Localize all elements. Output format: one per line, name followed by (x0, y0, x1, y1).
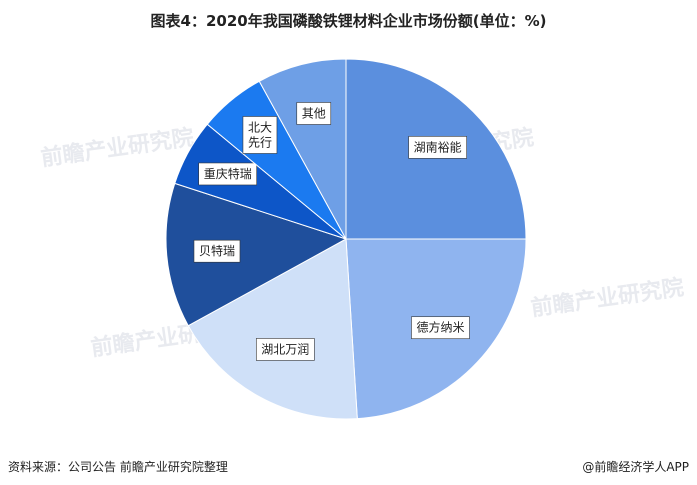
chart-title: 图表4：2020年我国磷酸铁锂材料企业市场份额(单位：%) (150, 12, 547, 30)
source-note: 资料来源：公司公告 前瞻产业研究院整理 (8, 460, 228, 474)
brand-note: @前瞻经济学人APP (582, 460, 689, 474)
svg-text:湖北万润: 湖北万润 (261, 341, 309, 356)
slice-label-6: 其他 (296, 102, 332, 125)
pie-slice-3 (165, 182, 348, 327)
slice-label-2: 湖北万润 (255, 338, 315, 361)
pie-slice-2 (187, 238, 358, 420)
slice-label-3: 贝特瑞 (193, 239, 241, 263)
slice-label-4: 重庆特瑞 (198, 162, 257, 186)
svg-text:北大: 北大 (248, 120, 272, 134)
slice-label-0: 湖南裕能 (408, 136, 467, 159)
svg-text:贝特瑞: 贝特瑞 (199, 243, 235, 258)
slice-label-1: 德方纳米 (411, 316, 470, 340)
svg-text:其他: 其他 (302, 106, 326, 120)
svg-text:湖南裕能: 湖南裕能 (414, 139, 462, 154)
svg-text:重庆特瑞: 重庆特瑞 (204, 166, 252, 181)
svg-text:先行: 先行 (248, 135, 272, 149)
svg-text:德方纳米: 德方纳米 (416, 320, 464, 335)
